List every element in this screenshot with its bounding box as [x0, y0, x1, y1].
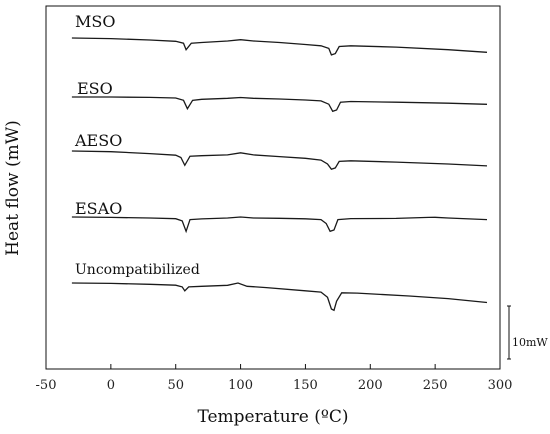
x-tick-label: 150 — [293, 378, 318, 393]
y-axis-title: Heat flow (mW) — [3, 120, 23, 256]
series-line-aeso — [71, 150, 488, 170]
x-tick-label: -50 — [36, 378, 57, 393]
series-labels: MSO ESO AESO ESAO Uncompatibilized — [74, 12, 200, 278]
scale-bar: 10mW — [507, 305, 548, 360]
x-axis-ticks: -50 0 50 100 150 200 250 300 — [36, 364, 513, 393]
x-tick-label: 100 — [228, 378, 253, 393]
series-line-eso — [71, 96, 488, 113]
scale-bar-label: 10mW — [512, 336, 548, 349]
series-label-mso: MSO — [75, 12, 115, 31]
x-tick-label: 300 — [488, 378, 513, 393]
series-curves — [71, 37, 488, 312]
x-tick-label: 200 — [358, 378, 383, 393]
series-label-uncompatibilized: Uncompatibilized — [75, 262, 200, 278]
series-line-mso — [71, 37, 488, 56]
plot-frame — [45, 5, 501, 370]
series-label-aeso: AESO — [74, 131, 122, 150]
series-label-eso: ESO — [77, 79, 113, 98]
series-line-esao — [71, 216, 488, 234]
x-tick-label: 0 — [107, 378, 115, 393]
series-label-esao: ESAO — [75, 199, 122, 218]
x-tick-label: 250 — [423, 378, 448, 393]
series-line-uncompatibilized — [71, 282, 488, 312]
x-tick-label: 50 — [167, 378, 184, 393]
x-axis-title: Temperature (ºC) — [197, 407, 348, 427]
